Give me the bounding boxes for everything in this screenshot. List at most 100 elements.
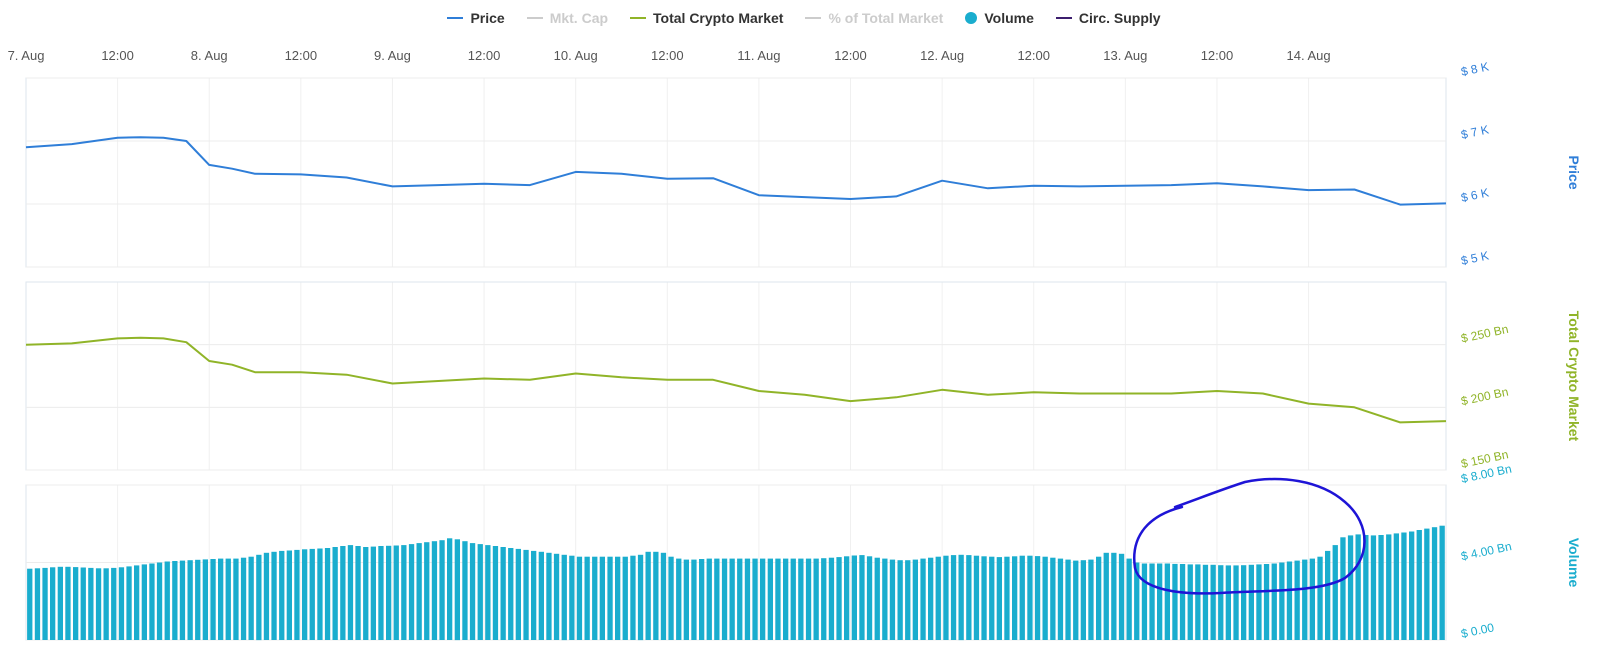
volume-bar bbox=[1111, 552, 1117, 640]
y-tick-label: $ 5 K bbox=[1460, 248, 1490, 268]
volume-bar bbox=[347, 545, 354, 640]
volume-bar bbox=[920, 558, 926, 640]
x-axis: 7. Aug 12:00 8. Aug 12:00 9. Aug 12:00 10. Aug… bbox=[8, 48, 1331, 63]
volume-bar bbox=[813, 558, 819, 640]
volume-bar bbox=[1241, 565, 1247, 640]
volume-bar bbox=[1325, 550, 1331, 640]
x-tick-label: 12:00 bbox=[285, 48, 318, 63]
legend-item-mkt-cap[interactable]: Mkt. Cap bbox=[526, 10, 609, 26]
volume-bar bbox=[80, 567, 86, 640]
volume-bar bbox=[637, 554, 644, 641]
volume-bar bbox=[950, 555, 957, 640]
panel-frame bbox=[25, 77, 1447, 268]
volume-bar bbox=[1225, 565, 1231, 640]
volume-bar bbox=[1347, 535, 1354, 640]
volume-bar bbox=[416, 543, 422, 640]
legend-item-circ-supply[interactable]: Circ. Supply bbox=[1055, 10, 1161, 26]
x-tick-label: 8. Aug bbox=[191, 48, 228, 63]
x-tick-label: 12:00 bbox=[1017, 48, 1050, 63]
volume-bar bbox=[783, 558, 789, 640]
volume-bar bbox=[897, 560, 903, 640]
volume-bar bbox=[592, 556, 598, 640]
volume-bar bbox=[1439, 525, 1445, 640]
volume-bar bbox=[1195, 564, 1201, 640]
volume-bar bbox=[546, 552, 552, 640]
volume-bar bbox=[882, 558, 888, 640]
legend-dot-marker-volume bbox=[965, 12, 978, 24]
volume-bar bbox=[164, 561, 170, 640]
volume-bar bbox=[912, 559, 918, 640]
volume-bar bbox=[1096, 556, 1102, 640]
volume-bar bbox=[156, 562, 163, 640]
volume-bar bbox=[1073, 560, 1079, 640]
volume-bar bbox=[256, 554, 262, 641]
volume-bar bbox=[943, 555, 949, 640]
panel-frame bbox=[25, 281, 1447, 471]
legend-item-price[interactable]: Price bbox=[447, 10, 505, 26]
price-panel: $ 8 K $ 7 K $ 6 K $ 5 K Price bbox=[25, 59, 1582, 268]
x-tick-label: 12. Aug bbox=[920, 48, 964, 63]
volume-bar bbox=[401, 545, 407, 640]
volume-bar bbox=[599, 556, 605, 640]
volume-bar bbox=[905, 560, 911, 640]
volume-bar bbox=[1218, 565, 1224, 640]
x-tick-label: 12:00 bbox=[1201, 48, 1234, 63]
y-axis-title: Price bbox=[1566, 155, 1582, 189]
volume-bar bbox=[1149, 563, 1155, 640]
volume-bar bbox=[141, 564, 147, 640]
legend-item-total-crypto-market[interactable]: Total Crypto Market bbox=[630, 10, 783, 26]
volume-bar bbox=[302, 549, 308, 640]
volume-bar bbox=[607, 556, 613, 640]
hand-drawn-circle-annotation bbox=[1132, 477, 1366, 595]
volume-bar bbox=[966, 555, 972, 640]
volume-bar bbox=[561, 554, 567, 641]
volume-bar bbox=[179, 560, 186, 640]
volume-bar bbox=[1027, 555, 1033, 640]
volume-bar bbox=[477, 544, 483, 640]
volume-bar bbox=[73, 567, 79, 640]
volume-bar bbox=[866, 556, 873, 640]
volume-bar bbox=[676, 558, 682, 640]
volume-bar bbox=[1279, 562, 1285, 640]
legend-item-percent-total-market[interactable]: % of Total Market bbox=[805, 10, 943, 26]
annotation-circle-stroke bbox=[1132, 477, 1366, 595]
volume-bar bbox=[1401, 532, 1407, 640]
volume-bar bbox=[1302, 559, 1308, 640]
series-line bbox=[25, 136, 1447, 206]
volume-bar bbox=[767, 558, 773, 640]
legend-label-mkt-cap: Mkt. Cap bbox=[549, 10, 609, 26]
volume-bar bbox=[576, 556, 583, 640]
volume-bar bbox=[378, 546, 384, 640]
volume-bar bbox=[1363, 535, 1369, 640]
volume-bar bbox=[1088, 559, 1094, 640]
volume-bar bbox=[1294, 560, 1300, 640]
y-tick-label: $ 250 Bn bbox=[1460, 322, 1510, 346]
volume-bar bbox=[531, 550, 537, 640]
volume-bar bbox=[324, 548, 331, 640]
volume-bar bbox=[1080, 560, 1086, 640]
volume-bar bbox=[1409, 531, 1415, 640]
x-tick-label: 12:00 bbox=[834, 48, 867, 63]
volume-bar bbox=[439, 540, 445, 640]
volume-bar bbox=[645, 551, 651, 640]
volume-bar bbox=[668, 556, 674, 640]
volume-bar bbox=[1157, 563, 1163, 640]
legend-line-marker-total-crypto-market bbox=[630, 17, 647, 19]
volume-bar bbox=[1118, 553, 1125, 640]
x-tick-label: 7. Aug bbox=[8, 48, 45, 63]
legend-line-marker-mkt-cap bbox=[526, 17, 543, 19]
legend-item-volume[interactable]: Volume bbox=[965, 10, 1034, 26]
volume-bar bbox=[210, 559, 216, 640]
volume-bar bbox=[615, 556, 621, 640]
y-tick-label: $ 8 K bbox=[1460, 59, 1490, 79]
volume-bar bbox=[714, 558, 720, 640]
volume-bar bbox=[500, 547, 506, 640]
y-tick-label: $ 200 Bn bbox=[1460, 385, 1510, 409]
legend-line-marker-percent-total-market bbox=[805, 17, 822, 19]
volume-bar bbox=[553, 553, 560, 640]
volume-bar bbox=[1141, 563, 1148, 640]
volume-bar bbox=[622, 556, 628, 640]
volume-bar bbox=[279, 550, 285, 640]
